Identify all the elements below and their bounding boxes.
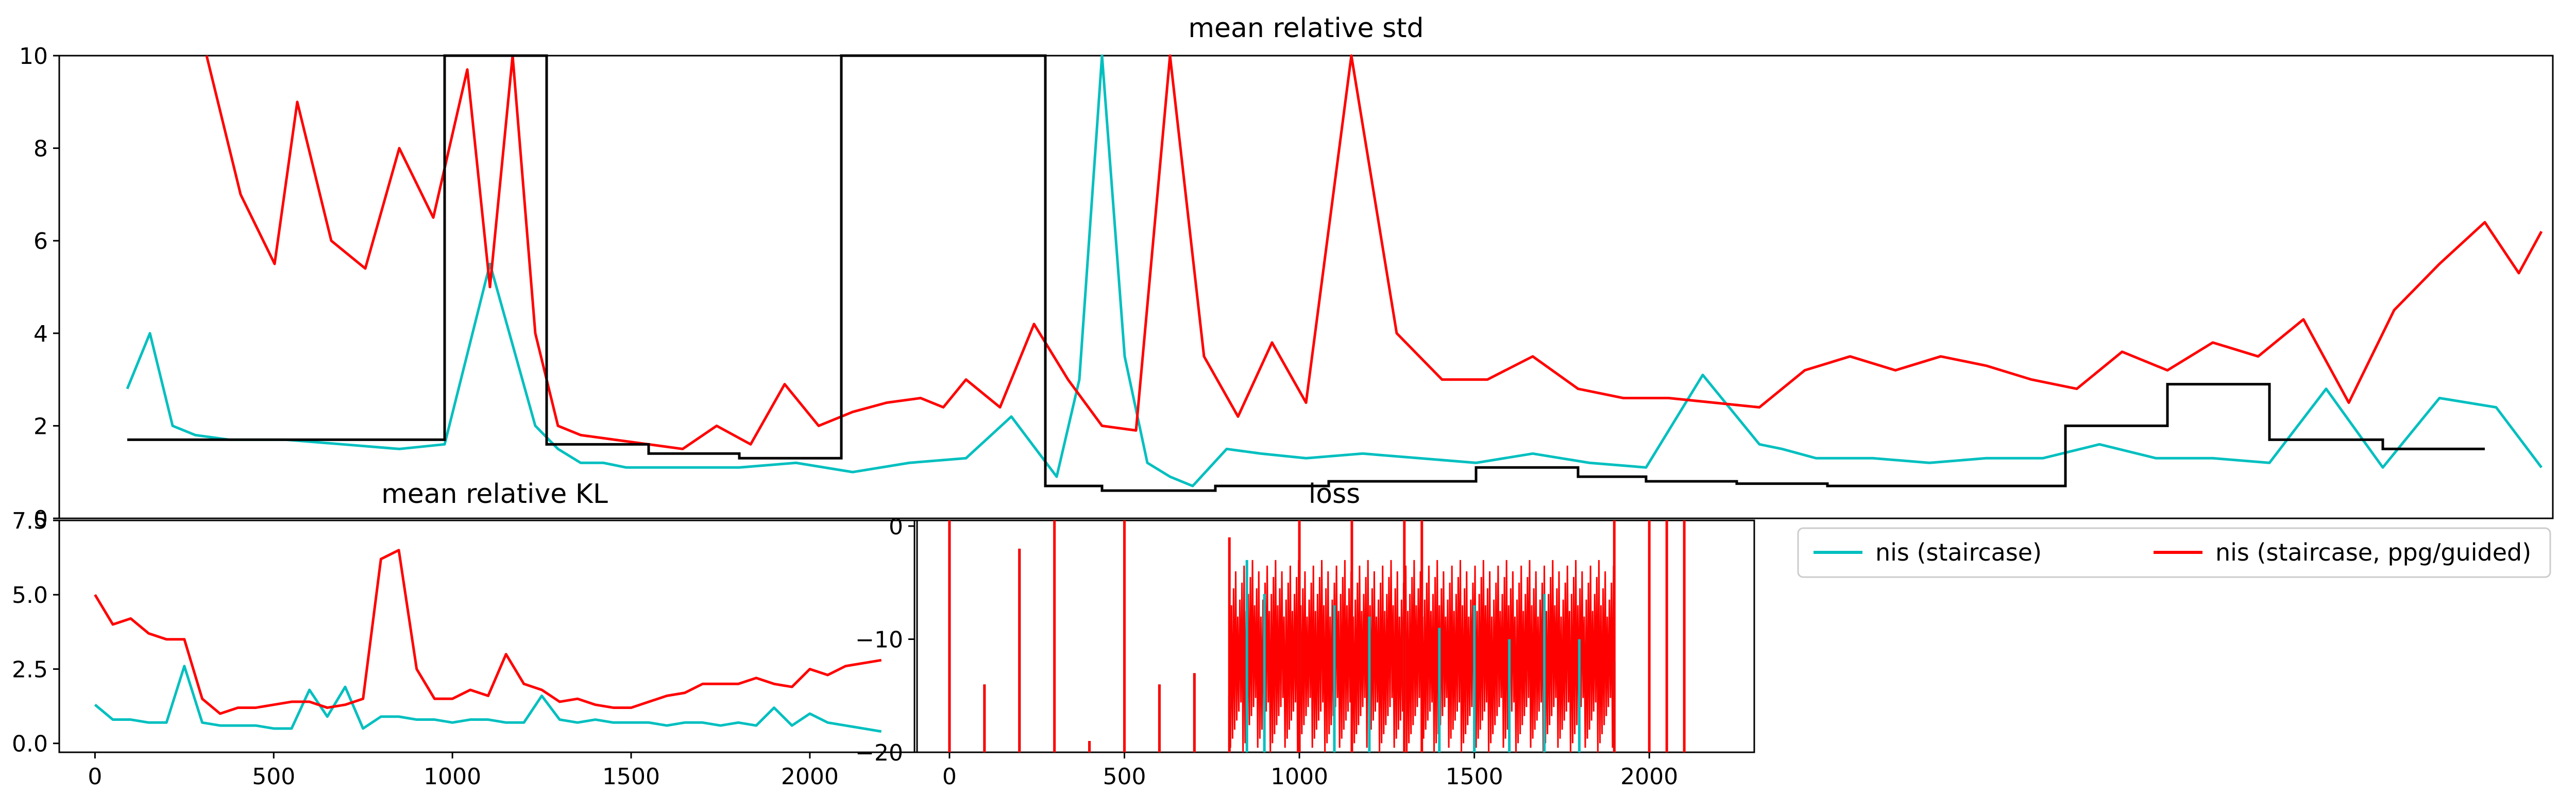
mean-relative-kl-panel: mean relative KL 0.0 2.5 5.0 7.5 0 500 1000 15… [12,479,918,790]
loss-y-tick-label: 0 [889,514,903,540]
std-y-tick-label: 0 [33,506,48,532]
std-y-tick-label: 10 [19,43,48,70]
loss-x-tick-label: 1500 [1446,764,1503,790]
loss-x-ticks: 0 500 1000 1500 2000 [942,752,1678,790]
std-axes-frame [58,55,2554,519]
kl-x-tick-label: 1500 [602,764,660,790]
loss-y-tick-label: −20 [855,740,903,766]
loss-x-tick-label: 1000 [1270,764,1328,790]
std-y-tick-label: 8 [33,136,48,162]
kl-y-tick-label: 5.0 [12,582,48,609]
std-step-line [127,54,2485,492]
std-title: mean relative std [1188,13,1423,44]
loss-panel: loss −20 −10 0 0 500 1000 1500 2000 [855,479,1755,790]
kl-series [94,549,882,733]
std-series-ppg-guided [205,54,2543,450]
loss-y-ticks: −20 −10 0 [855,514,914,766]
kl-series-staircase [94,665,882,733]
std-y-tick-label: 4 [33,321,48,347]
mean-relative-std-panel: mean relative std 0 2 4 6 8 10 [19,13,2554,532]
loss-title: loss [1309,479,1360,510]
std-y-ticks: 0 2 4 6 8 10 [19,43,59,532]
kl-series-ppg-guided [94,549,882,715]
kl-x-ticks: 0 500 1000 1500 2000 [88,752,839,790]
kl-x-tick-label: 500 [252,764,295,790]
kl-y-tick-label: 2.5 [12,656,48,683]
std-y-tick-label: 2 [33,413,48,440]
kl-y-tick-label: 7.5 [12,508,48,534]
kl-title: mean relative KL [381,479,608,510]
kl-axes-frame [58,519,918,753]
kl-x-tick-label: 1000 [423,764,481,790]
loss-x-tick-label: 2000 [1620,764,1678,790]
kl-y-tick-label: 0.0 [12,731,48,757]
legend: nis (staircase) nis (staircase, ppg/guid… [1797,527,2551,578]
std-series-staircase [126,54,2543,487]
loss-x-tick-label: 0 [942,764,957,790]
kl-y-ticks: 0.0 2.5 5.0 7.5 [12,508,59,757]
std-y-tick-label: 6 [33,228,48,255]
loss-series [948,520,1686,753]
loss-y-tick-label: −10 [855,627,903,653]
legend-label-ppg: nis (staircase, ppg/guided) [2215,538,2531,566]
legend-label-staircase: nis (staircase) [1875,538,2042,566]
kl-x-tick-label: 0 [88,764,102,790]
loss-x-tick-label: 500 [1103,764,1146,790]
std-series [126,54,2543,492]
kl-x-tick-label: 2000 [781,764,839,790]
